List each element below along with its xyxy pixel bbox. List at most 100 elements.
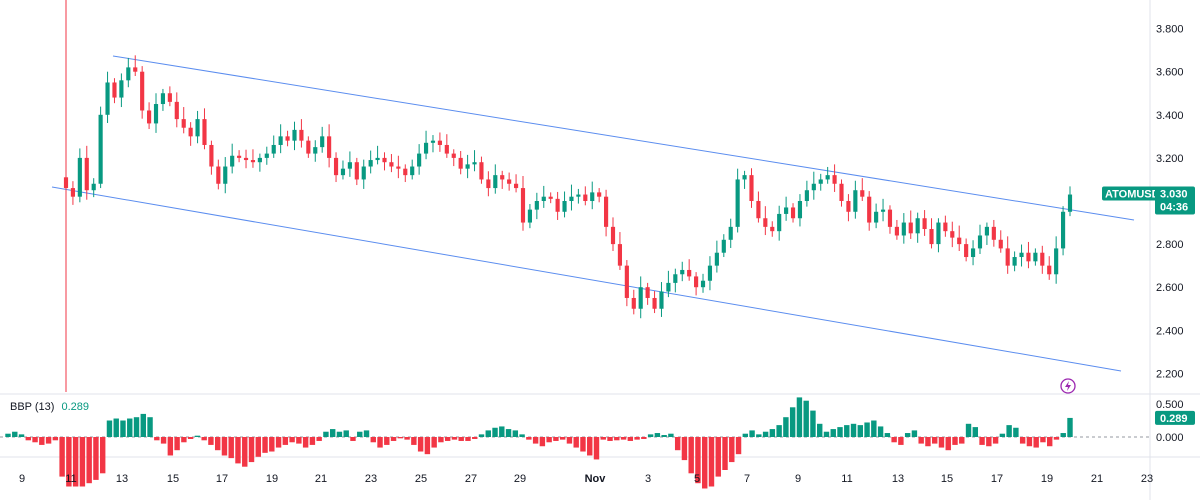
- candle-body: [867, 196, 872, 223]
- candle-body: [389, 162, 394, 167]
- time-tick-label: 15: [941, 473, 953, 485]
- histogram-bar: [228, 437, 234, 459]
- candle-body: [666, 282, 671, 292]
- histogram-bar: [844, 425, 850, 437]
- histogram-bar: [336, 431, 343, 437]
- histogram-bar: [546, 437, 552, 443]
- candle-body: [604, 196, 609, 227]
- histogram-bar: [282, 437, 289, 445]
- histogram-bar: [647, 434, 654, 437]
- histogram-bar: [66, 437, 72, 487]
- histogram-bar: [187, 437, 194, 439]
- histogram-bar: [194, 435, 201, 437]
- candle-body: [991, 226, 996, 240]
- time-tick-label: Nov: [585, 473, 607, 485]
- histogram-bar: [573, 437, 579, 448]
- candle-body: [410, 166, 415, 176]
- histogram-bar: [133, 417, 140, 437]
- candle-body: [922, 218, 927, 230]
- candle-body: [839, 183, 844, 201]
- time-tick-label: 5: [694, 473, 700, 485]
- histogram-bar: [817, 423, 823, 437]
- candle-body: [638, 287, 643, 309]
- candle-body: [583, 194, 588, 201]
- histogram-bar: [363, 430, 370, 437]
- time-tick-label: 29: [514, 473, 526, 485]
- candle-body: [472, 162, 477, 165]
- candle-body: [735, 179, 740, 227]
- histogram-bar: [959, 437, 965, 444]
- histogram-bar: [214, 437, 221, 451]
- histogram-bar: [424, 437, 431, 455]
- histogram-bar: [992, 437, 999, 444]
- candle-body: [541, 196, 546, 201]
- candle-body: [694, 276, 699, 288]
- price-tick-label: 2.200: [1156, 368, 1184, 380]
- histogram-bar: [417, 437, 424, 452]
- candle-body: [1033, 252, 1038, 262]
- histogram-bar: [729, 437, 735, 463]
- candle-body: [493, 175, 498, 189]
- candle-body: [299, 129, 304, 141]
- candle-body: [423, 142, 429, 154]
- histogram-bar: [925, 437, 931, 447]
- candle-body: [119, 80, 124, 98]
- histogram-bar: [850, 423, 857, 437]
- histogram-bar: [972, 427, 979, 437]
- histogram-bar: [877, 426, 884, 437]
- candle-body: [624, 265, 629, 298]
- candle-body: [687, 269, 692, 277]
- candle-body: [610, 226, 616, 245]
- histogram-bar: [803, 400, 809, 437]
- histogram-bar: [377, 437, 383, 448]
- time-tick-label: 11: [65, 473, 76, 485]
- histogram-bar: [5, 433, 11, 437]
- indicator-name: BBP (13): [10, 401, 55, 413]
- candle-body: [597, 192, 602, 197]
- candle-body: [140, 71, 145, 111]
- candle-body: [396, 166, 401, 169]
- time-tick-label: 9: [19, 473, 25, 485]
- histogram-bar: [952, 437, 958, 445]
- candle-body: [984, 226, 989, 236]
- histogram-bar: [864, 422, 870, 437]
- time-tick-label: 23: [1141, 473, 1153, 485]
- candle-body: [507, 179, 512, 184]
- histogram-bar: [1006, 425, 1012, 437]
- histogram-bar: [986, 437, 992, 447]
- candle-body: [555, 198, 560, 212]
- candle-body: [714, 252, 719, 266]
- histogram-bar: [465, 437, 471, 441]
- histogram-bar: [580, 437, 586, 452]
- candle-body: [126, 67, 131, 81]
- candle-body: [707, 265, 713, 281]
- histogram-bar: [999, 433, 1006, 437]
- histogram-bar: [451, 437, 458, 440]
- histogram-bar: [147, 417, 153, 437]
- candle-body: [645, 287, 650, 298]
- candle-body: [257, 157, 262, 163]
- histogram-bar: [505, 429, 512, 437]
- histogram-bar: [526, 437, 532, 440]
- time-tick-label: 17: [991, 473, 1003, 485]
- candle-body: [818, 179, 823, 184]
- candle-body: [797, 201, 803, 219]
- histogram-bar: [120, 420, 126, 437]
- histogram-bar: [634, 437, 640, 440]
- histogram-bar: [830, 429, 836, 437]
- histogram-bar: [607, 437, 613, 441]
- histogram-bar: [221, 437, 228, 456]
- candle-body: [306, 140, 311, 154]
- histogram-bar: [262, 437, 268, 453]
- histogram-bar: [1060, 433, 1066, 437]
- candle-body: [133, 67, 138, 72]
- histogram-bar: [350, 437, 356, 441]
- histogram-bar: [532, 437, 539, 444]
- candle-body: [417, 153, 422, 167]
- histogram-bar: [25, 437, 31, 441]
- histogram-bar: [600, 437, 606, 440]
- countdown-label: 04:36: [1160, 202, 1188, 214]
- candle-body: [1012, 257, 1017, 266]
- candle-body: [403, 168, 408, 176]
